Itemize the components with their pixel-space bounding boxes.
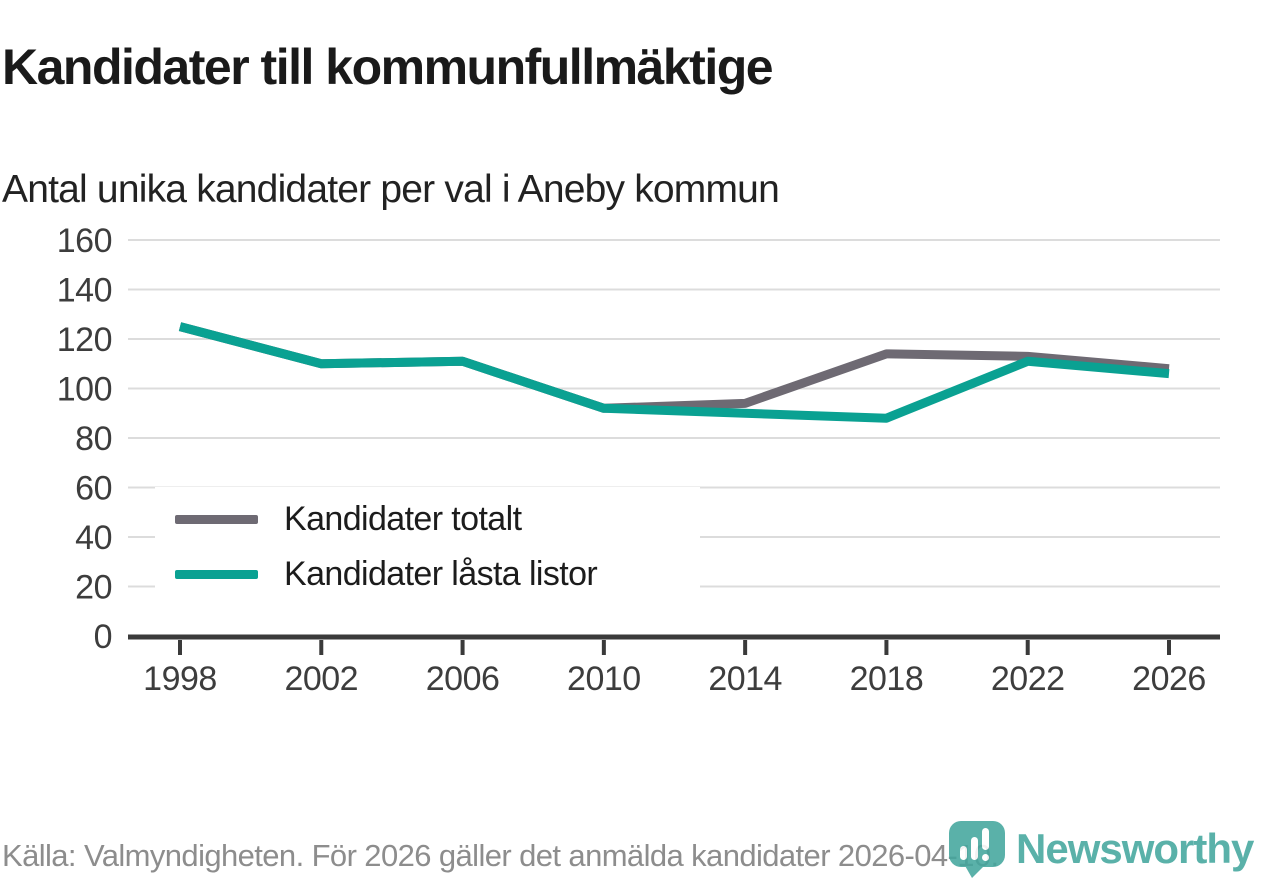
y-axis-tick-label: 40 xyxy=(75,519,112,557)
x-axis-tick-label: 2014 xyxy=(708,660,782,698)
x-axis-tick-label: 2002 xyxy=(284,660,358,698)
chart-title: Kandidater till kommunfullmäktige xyxy=(2,38,774,95)
legend-item-kandidater-lasta-listor: Kandidater låsta listor xyxy=(175,555,700,594)
x-axis-tick-label: 2010 xyxy=(567,660,641,698)
y-axis-tick-label: 140 xyxy=(57,272,112,310)
y-axis-tick-label: 120 xyxy=(57,321,112,359)
x-axis-tick-label: 1998 xyxy=(143,660,217,698)
x-axis-tick-label: 2022 xyxy=(991,660,1065,698)
legend-item-kandidater-totalt: Kandidater totalt xyxy=(175,500,700,539)
legend-swatch-lasta-listor-icon xyxy=(175,570,258,579)
newsworthy-logo: Newsworthy xyxy=(948,820,1254,878)
y-axis-tick-label: 100 xyxy=(57,371,112,409)
x-axis-tick-label: 2006 xyxy=(426,660,500,698)
legend-label-totalt: Kandidater totalt xyxy=(284,500,522,538)
source-note: Källa: Valmyndigheten. För 2026 gäller d… xyxy=(2,838,999,873)
y-axis-tick-label: 160 xyxy=(57,222,112,260)
legend-label-lasta-listor: Kandidater låsta listor xyxy=(284,555,598,593)
brand-name: Newsworthy xyxy=(1016,825,1254,872)
newsworthy-pin-icon xyxy=(949,821,1005,878)
chart-subtitle: Antal unika kandidater per val i Aneby k… xyxy=(2,168,780,212)
x-axis-tick-label: 2026 xyxy=(1132,660,1206,698)
series-line-kandidater-lasta-listor xyxy=(178,322,1170,423)
x-axis-tick-label: 2018 xyxy=(850,660,924,698)
legend-swatch-totalt-icon xyxy=(175,515,258,524)
y-axis-tick-label: 20 xyxy=(75,569,112,607)
y-axis-tick-label: 60 xyxy=(75,470,112,508)
chart-legend: Kandidater totalt Kandidater låsta listo… xyxy=(155,487,700,607)
y-axis-tick-label: 80 xyxy=(75,420,112,458)
y-axis-tick-label: 0 xyxy=(94,618,112,656)
